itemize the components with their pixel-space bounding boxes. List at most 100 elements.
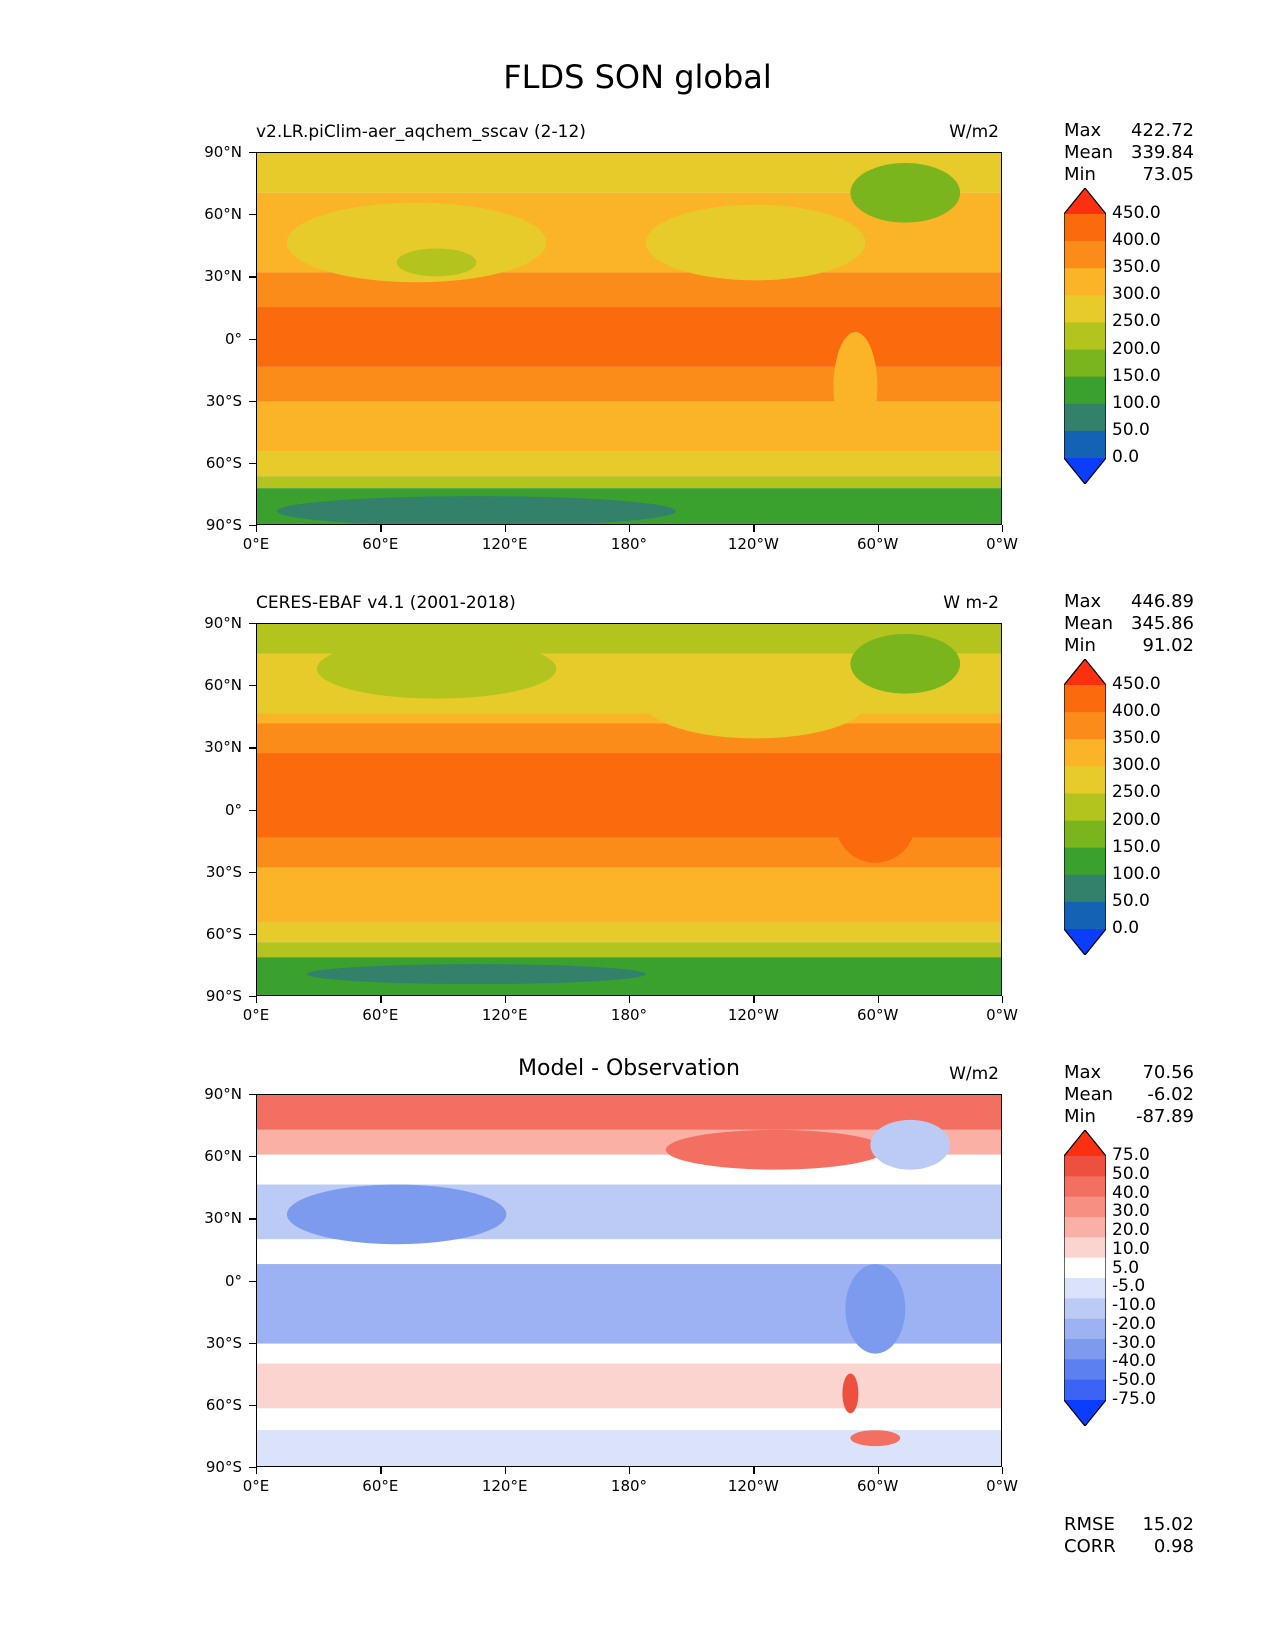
- latitude-tick: [249, 871, 256, 873]
- latitude-tick-label: 30°S: [205, 862, 242, 881]
- colorbar-labels: 450.0 400.0 350.0 300.0 250.0 200.0 150.0 100.0…: [1112, 659, 1172, 955]
- colorbar-segment: [1064, 820, 1106, 849]
- stats-block: Max 446.89 Mean 345.86 Min 91.02: [1064, 591, 1194, 656]
- latitude-tick: [249, 1404, 256, 1407]
- colorbar-extend-max: [1064, 659, 1106, 685]
- colorbar-tick-label: 50.0: [1112, 890, 1150, 911]
- panel-units: W m-2: [943, 593, 999, 613]
- colorbar-tick-label: -75.0: [1112, 1389, 1156, 1409]
- map-difference: [256, 1094, 1002, 1467]
- latitude-tick-label: 90°S: [205, 987, 242, 1005]
- colorbar-tick-label: 40.0: [1112, 1182, 1150, 1203]
- latitude-tick-label: 90°N: [204, 1085, 242, 1103]
- latitude-tick-label: 90°N: [204, 143, 242, 161]
- longitude-tick: [753, 525, 755, 532]
- latitude-tick: [249, 996, 256, 998]
- colorbar-tick-label: -40.0: [1112, 1351, 1156, 1372]
- colorbar-tick-label: 200.0: [1112, 338, 1161, 359]
- longitude-tick-label: 0°E: [242, 535, 270, 553]
- latitude-tick: [249, 933, 256, 936]
- colorbar-tick-label: 100.0: [1112, 392, 1161, 413]
- band-antarctic-coast: [257, 476, 1001, 489]
- region-east-antarctica: [277, 496, 676, 524]
- colorbar-segment: [1064, 1217, 1106, 1238]
- colorbar-segment: [1064, 1237, 1106, 1259]
- latitude-tick: [249, 525, 256, 527]
- latitude-tick: [249, 1467, 256, 1469]
- latitude-tick: [249, 462, 256, 465]
- longitude-tick-label: 0°W: [986, 1006, 1018, 1024]
- longitude-tick: [256, 1467, 258, 1474]
- colorbar-tick-label: 0.0: [1112, 918, 1140, 938]
- longitude-tick-label: 120°W: [727, 1477, 779, 1495]
- panel-observation: CERES-EBAF v4.1 (2001-2018) W m-2 Max 446…: [0, 591, 1275, 1063]
- colorbar-tick-label: 50.0: [1112, 419, 1150, 440]
- latitude-tick-label: 60°N: [204, 1147, 242, 1166]
- latitude-tick: [249, 1280, 256, 1282]
- colorbar-segment: [1064, 295, 1106, 323]
- latitude-tick-label: 30°N: [204, 738, 242, 757]
- region-greenland: [850, 162, 961, 223]
- colorbar-labels: 75.0 50.0 40.0 30.0 20.0 10.0 5.0 -5.0 -10.0 -20.…: [1112, 1130, 1172, 1426]
- band-southern-ocean: [257, 451, 1001, 477]
- colorbar-tick-label: 350.0: [1112, 728, 1161, 749]
- latitude-tick-label: 60°N: [204, 676, 242, 695]
- colorbar-segment: [1064, 1278, 1106, 1299]
- colorbar-segment: [1064, 1318, 1106, 1340]
- colorbar-tick-label: 400.0: [1112, 230, 1161, 251]
- latitude-tick: [249, 276, 256, 278]
- colorbar-segment: [1064, 430, 1106, 459]
- latitude-tick-label: 30°N: [204, 267, 242, 286]
- longitude-tick-label: 0°E: [242, 1006, 270, 1024]
- latitude-tick-label: 0°: [224, 329, 242, 348]
- colorbar-segment: [1064, 268, 1106, 296]
- colorbar-extend-min: [1064, 1400, 1106, 1426]
- latitude-tick: [249, 1342, 256, 1344]
- colorbar-tick-label: 75.0: [1112, 1145, 1150, 1165]
- longitude-tick: [380, 1467, 382, 1474]
- colorbar-segment: [1064, 241, 1106, 269]
- colorbar-tick-label: -20.0: [1112, 1313, 1156, 1334]
- longitude-tick-label: 180°: [610, 1477, 648, 1495]
- latitude-tick-label: 90°S: [205, 516, 242, 534]
- colorbar-tick-label: 30.0: [1112, 1201, 1150, 1222]
- colorbar-tick-label: 450.0: [1112, 674, 1161, 694]
- longitude-tick: [629, 525, 631, 532]
- latitude-tick-label: 60°S: [205, 453, 242, 472]
- longitude-tick-label: 0°W: [986, 535, 1018, 553]
- latitude-tick-label: 30°S: [205, 1333, 242, 1352]
- panel-units: W/m2: [949, 1064, 999, 1084]
- latitude-tick-label: 90°S: [205, 1458, 242, 1476]
- colorbar-tick-label: 450.0: [1112, 203, 1161, 223]
- colorbar-segment: [1064, 1156, 1106, 1177]
- longitude-tick: [1002, 1467, 1004, 1474]
- colorbar-labels: 450.0 400.0 350.0 300.0 250.0 200.0 150.0 100.0…: [1112, 188, 1172, 484]
- colorbar-segment: [1064, 685, 1106, 713]
- colorbar-segment: [1064, 1359, 1106, 1381]
- colorbar-segment: [1064, 901, 1106, 930]
- longitude-tick-label: 180°: [610, 1006, 648, 1024]
- longitude-tick-label: 0°W: [986, 1477, 1018, 1495]
- colorbar-segment: [1064, 793, 1106, 822]
- colorbar: [1064, 1130, 1106, 1426]
- longitude-tick: [877, 996, 879, 1003]
- colorbar-segment: [1064, 712, 1106, 740]
- longitude-tick-label: 120°E: [481, 1477, 528, 1495]
- colorbar-tick-label: 300.0: [1112, 284, 1161, 305]
- colorbar-segment: [1064, 1176, 1106, 1198]
- panel-left-title: CERES-EBAF v4.1 (2001-2018): [256, 593, 516, 613]
- colorbar-tick-label: 100.0: [1112, 863, 1161, 884]
- longitude-tick: [629, 996, 631, 1003]
- map-observation: [256, 623, 1002, 996]
- longitude-tick: [504, 996, 506, 1003]
- colorbar-segment: [1064, 874, 1106, 903]
- band-sh-mid: [257, 401, 1001, 452]
- colorbar-tick-label: 20.0: [1112, 1220, 1150, 1241]
- longitude-tick-label: 120°E: [481, 535, 528, 553]
- colorbar-tick-label: 0.0: [1112, 447, 1140, 467]
- longitude-tick: [380, 525, 382, 532]
- colorbar-extend-max: [1064, 1130, 1106, 1156]
- colorbar-segment: [1064, 739, 1106, 767]
- colorbar-segment: [1064, 376, 1106, 405]
- region-eurasia: [286, 202, 547, 283]
